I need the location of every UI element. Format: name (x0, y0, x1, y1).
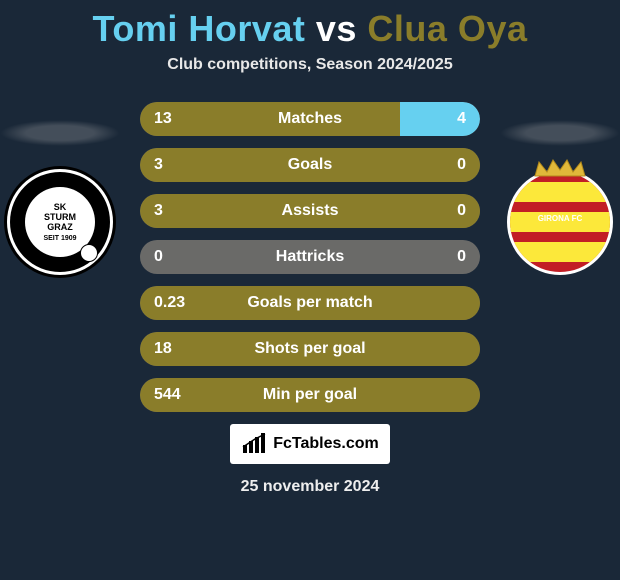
stat-bar-fill-left (140, 102, 400, 136)
stat-value-right: 4 (457, 110, 466, 128)
shadow-ellipse-left (0, 120, 120, 146)
team-left-wrap: SK STURMGRAZSEIT 1909 (0, 120, 120, 272)
stat-value-right: 0 (457, 156, 466, 174)
stat-label: Min per goal (263, 386, 357, 404)
shadow-ellipse-right (500, 120, 620, 146)
stat-value-left: 3 (154, 156, 163, 174)
stat-bar-3: 0 0 Hattricks (140, 240, 480, 274)
comparison-title: Tomi Horvat vs Clua Oya (0, 0, 620, 50)
stat-value-left: 3 (154, 202, 163, 220)
player1-name: Tomi Horvat (93, 8, 306, 49)
vs-text: vs (305, 8, 367, 49)
stat-label: Goals (288, 156, 332, 174)
stat-value-left: 0.23 (154, 294, 185, 312)
stat-label: Matches (278, 110, 342, 128)
stat-bar-fill-right (400, 102, 480, 136)
stat-bar-2: 3 0 Assists (140, 194, 480, 228)
stat-bar-5: 18 Shots per goal (140, 332, 480, 366)
team-left-crest: SK STURMGRAZSEIT 1909 (10, 172, 110, 272)
stat-label: Hattricks (276, 248, 344, 266)
stat-bar-0: 13 4 Matches (140, 102, 480, 136)
stat-bar-1: 3 0 Goals (140, 148, 480, 182)
stat-value-left: 544 (154, 386, 181, 404)
stat-label: Assists (282, 202, 339, 220)
subtitle: Club competitions, Season 2024/2025 (0, 56, 620, 74)
stat-bars: 13 4 Matches 3 0 Goals 3 0 Assists 0 0 Hattricks 0.2… (140, 102, 480, 412)
brand-text: FcTables.com (273, 435, 379, 453)
chart-icon (241, 433, 267, 455)
stat-value-right: 0 (457, 202, 466, 220)
stat-value-left: 0 (154, 248, 163, 266)
brand-badge: FcTables.com (230, 424, 390, 464)
stat-value-left: 13 (154, 110, 172, 128)
stat-bar-6: 544 Min per goal (140, 378, 480, 412)
player2-name: Clua Oya (367, 8, 527, 49)
date-text: 25 november 2024 (0, 478, 620, 496)
stat-value-left: 18 (154, 340, 172, 358)
stat-label: Goals per match (247, 294, 372, 312)
team-right-wrap: GIRONA FC (500, 120, 620, 272)
stat-label: Shots per goal (254, 340, 365, 358)
team-right-crest: GIRONA FC (510, 172, 610, 272)
stat-value-right: 0 (457, 248, 466, 266)
stat-bar-4: 0.23 Goals per match (140, 286, 480, 320)
